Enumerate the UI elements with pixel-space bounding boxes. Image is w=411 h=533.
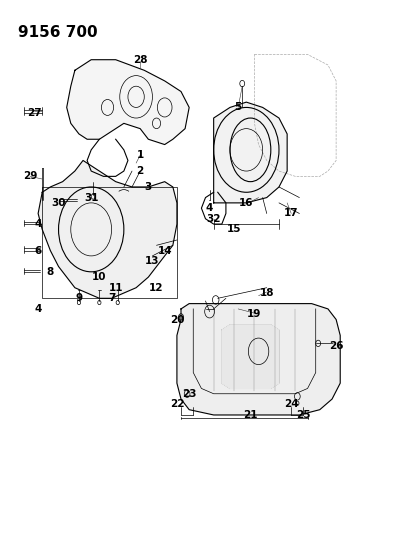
Text: 7: 7: [108, 293, 115, 303]
Text: 13: 13: [145, 256, 160, 266]
Text: 22: 22: [170, 399, 184, 409]
Text: 17: 17: [284, 208, 298, 219]
Text: 10: 10: [92, 272, 106, 282]
Text: 30: 30: [51, 198, 66, 208]
Text: 16: 16: [239, 198, 254, 208]
Text: 4: 4: [35, 219, 42, 229]
Text: 24: 24: [284, 399, 298, 409]
Text: 29: 29: [23, 172, 37, 181]
Polygon shape: [214, 102, 287, 203]
Text: 11: 11: [109, 282, 123, 293]
Text: 4: 4: [35, 304, 42, 314]
Text: 2: 2: [136, 166, 144, 176]
Text: 28: 28: [133, 55, 148, 64]
Text: 23: 23: [182, 389, 196, 399]
Text: 15: 15: [227, 224, 241, 235]
Text: 21: 21: [243, 410, 258, 420]
Text: 9156 700: 9156 700: [18, 25, 97, 41]
Polygon shape: [67, 60, 189, 144]
Polygon shape: [177, 304, 340, 415]
Text: 27: 27: [27, 108, 42, 118]
Text: 6: 6: [35, 246, 42, 256]
Text: 25: 25: [296, 410, 311, 420]
Text: 32: 32: [206, 214, 221, 224]
Text: 14: 14: [157, 246, 172, 256]
Text: 12: 12: [149, 282, 164, 293]
Text: 19: 19: [247, 309, 262, 319]
Text: 4: 4: [206, 203, 213, 213]
Text: 1: 1: [136, 150, 144, 160]
Text: 18: 18: [259, 288, 274, 298]
Text: 5: 5: [235, 102, 242, 112]
Text: 20: 20: [170, 314, 184, 325]
Text: 9: 9: [75, 293, 83, 303]
Text: 26: 26: [329, 341, 343, 351]
Polygon shape: [222, 325, 279, 389]
Polygon shape: [38, 160, 177, 298]
Text: 31: 31: [84, 192, 99, 203]
Text: 8: 8: [47, 267, 54, 277]
Text: 3: 3: [145, 182, 152, 192]
Bar: [42, 187, 177, 298]
